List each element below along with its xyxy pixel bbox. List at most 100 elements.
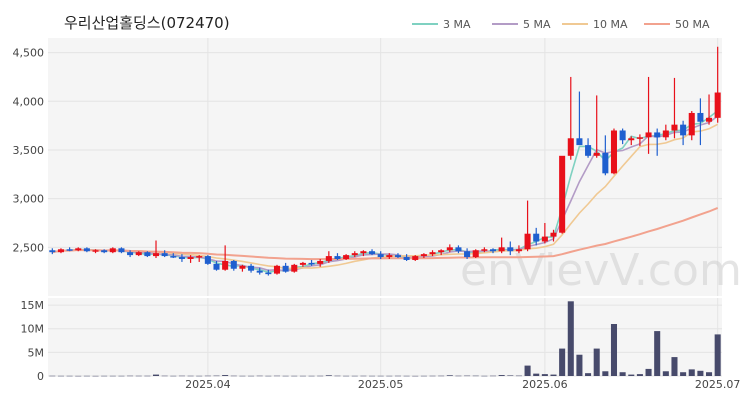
- volume-bar: [178, 375, 185, 377]
- date-tick-label: 2025.05: [358, 378, 404, 391]
- candle-body: [602, 152, 609, 174]
- volume-bar: [101, 375, 108, 377]
- candle-body: [550, 232, 557, 237]
- candle: [256, 267, 263, 275]
- legend-item-10ma[interactable]: 10 MA: [562, 18, 628, 31]
- volume-bar: [602, 371, 609, 376]
- candle-body: [213, 263, 220, 270]
- candle-body: [714, 92, 721, 118]
- candle-body: [282, 265, 289, 272]
- candle-body: [481, 249, 488, 251]
- volume-bar: [66, 375, 73, 377]
- candle: [343, 254, 350, 260]
- volume-bar: [645, 368, 652, 376]
- candle: [559, 155, 566, 234]
- candle: [688, 111, 695, 141]
- candle-body: [351, 253, 358, 256]
- candle: [645, 76, 652, 154]
- price-axis: 2,500 3,000 3,500 4,000 4,500: [13, 47, 45, 255]
- candle-body: [109, 248, 116, 253]
- candle: [360, 250, 367, 257]
- volume-bar: [308, 375, 315, 377]
- candle-body: [92, 250, 99, 252]
- candle: [109, 247, 116, 254]
- volume-bar: [567, 301, 574, 376]
- volume-bar: [515, 375, 522, 377]
- candle: [75, 247, 82, 252]
- volume-bar: [386, 375, 393, 377]
- candle-body: [273, 265, 281, 274]
- candle: [282, 262, 289, 273]
- volume-tick-label: 10M: [21, 323, 45, 336]
- candle-body: [57, 249, 64, 253]
- candle: [265, 269, 272, 276]
- candle-body: [688, 112, 695, 136]
- candle-body: [334, 256, 341, 260]
- candle: [671, 77, 678, 139]
- volume-tick-label: 5M: [28, 346, 45, 359]
- candle: [317, 259, 324, 267]
- candle: [403, 254, 410, 261]
- candle: [101, 249, 108, 254]
- candle: [334, 253, 341, 260]
- volume-bar: [196, 375, 203, 377]
- price-tick-label: 4,500: [13, 47, 45, 60]
- candle: [662, 124, 669, 141]
- volume-tick-label: 0: [37, 370, 44, 383]
- candle-body: [152, 253, 160, 257]
- candle-body: [291, 264, 298, 272]
- volume-bar: [541, 374, 548, 376]
- candle: [429, 250, 436, 257]
- legend-item-50ma[interactable]: 50 MA: [644, 18, 710, 31]
- volume-bar: [394, 375, 401, 377]
- candle-body: [706, 117, 713, 122]
- volume-bar: [265, 375, 272, 377]
- legend-item-3ma[interactable]: 3 MA: [412, 18, 471, 31]
- volume-bar: [187, 375, 194, 377]
- volume-bar: [714, 334, 721, 376]
- candle: [325, 251, 332, 263]
- volume-bar: [282, 375, 289, 377]
- candle-body: [204, 256, 211, 264]
- volume-bar: [213, 375, 220, 377]
- volume-bars: [49, 301, 721, 377]
- candle-body: [222, 260, 229, 270]
- candle: [386, 253, 393, 260]
- volume-bar: [576, 354, 583, 376]
- candle-body: [403, 257, 410, 260]
- candle: [619, 128, 626, 145]
- candle-body: [489, 249, 497, 252]
- candle-body: [369, 251, 376, 255]
- volume-bar: [291, 375, 298, 377]
- volume-bar: [559, 348, 566, 376]
- price-tick-label: 3,500: [13, 144, 45, 157]
- candle: [489, 248, 497, 254]
- volume-bar: [610, 324, 618, 376]
- candle-body: [455, 247, 462, 252]
- candle: [196, 255, 203, 262]
- volume-bar: [420, 375, 427, 377]
- candle-body: [144, 252, 151, 257]
- volume-bar: [472, 375, 479, 377]
- volume-bar: [377, 375, 384, 377]
- candle-body: [308, 262, 315, 265]
- volume-bar: [498, 375, 505, 376]
- volume-bar: [403, 375, 410, 377]
- candle-body: [619, 130, 626, 141]
- legend-item-5ma[interactable]: 5 MA: [492, 18, 551, 31]
- candle-body: [135, 252, 142, 256]
- candle: [593, 95, 600, 158]
- candle: [351, 251, 358, 258]
- candle-body: [394, 255, 401, 258]
- volume-axis: 0 5M 10M 15M: [21, 299, 45, 383]
- volume-bar: [636, 374, 643, 376]
- volume-bar: [109, 375, 116, 377]
- volume-bar: [152, 374, 160, 376]
- volume-tick-label: 15M: [21, 299, 45, 312]
- candle: [222, 245, 229, 271]
- candle-body: [585, 145, 592, 156]
- candle-body: [75, 248, 82, 251]
- candle-body: [101, 250, 108, 253]
- candle: [533, 227, 540, 246]
- volume-bar: [256, 375, 263, 377]
